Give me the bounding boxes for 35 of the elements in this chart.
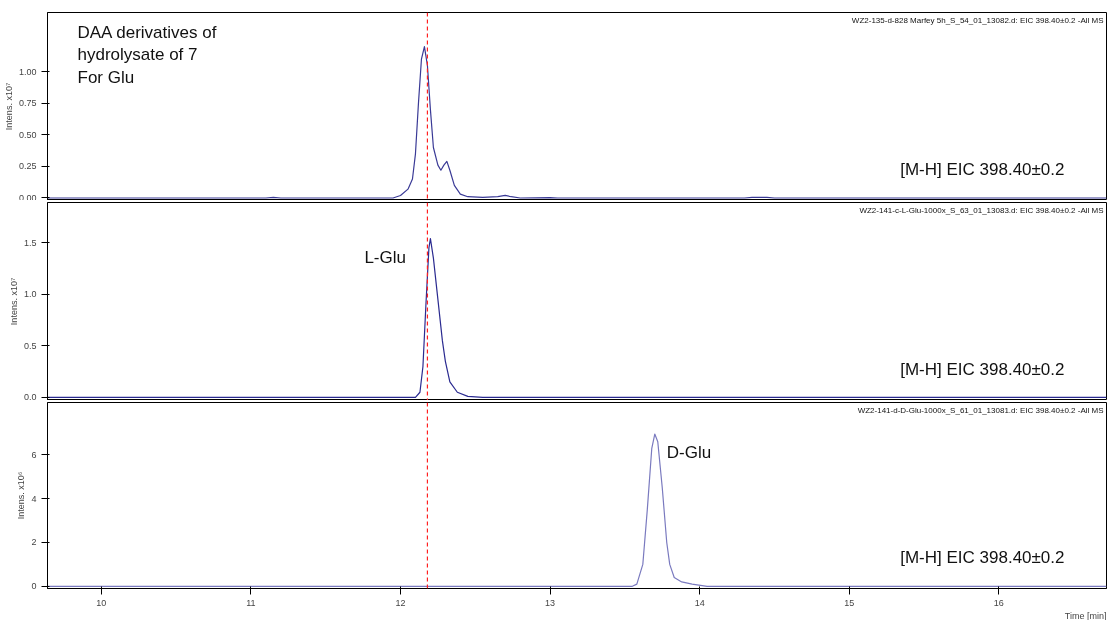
x-tick-label: 13 <box>545 597 556 608</box>
x-tick-label: 16 <box>993 597 1004 608</box>
y-tick-label: 0.5 <box>23 340 37 351</box>
y-tick-label: 0.25 <box>18 161 37 172</box>
annotation: WZ2-141-d-D-Glu-1000x_S_61_01_13081.d: EIC 398.40±0.2 -All MS <box>857 405 1104 415</box>
y-axis-title: Intens. x10⁷ <box>3 82 14 131</box>
x-tick-label: 15 <box>844 597 855 608</box>
x-axis-title: Time [min] <box>1064 610 1107 621</box>
y-tick-label: 0.0 <box>23 392 37 403</box>
annotation: L-Glu <box>364 247 406 267</box>
annotation: [M-H] EIC 398.40±0.2 <box>900 547 1065 567</box>
y-tick-label: 2 <box>31 537 37 548</box>
annotation: [M-H] EIC 398.40±0.2 <box>900 359 1065 379</box>
y-tick-label: 6 <box>31 449 37 460</box>
y-tick-label: 1.5 <box>23 237 37 248</box>
y-tick-label: 0.00 <box>18 192 37 203</box>
annotation: D-Glu <box>666 443 712 463</box>
y-tick-label: 0 <box>31 581 37 592</box>
line-series <box>47 45 1107 199</box>
y-axis-title: Intens. x10⁶ <box>16 471 27 520</box>
y-axis-title: Intens. x10⁷ <box>8 277 19 326</box>
y-tick-label: 1.0 <box>23 289 37 300</box>
x-tick-label: 10 <box>96 597 107 608</box>
x-tick-label: 12 <box>395 597 406 608</box>
annotation: DAA derivatives of hydrolysate of 7 For Glu <box>77 22 217 88</box>
annotation: WZ2-135-d-828 Marfey 5h_S_54_01_13082.d: EIC 398.40±0.2 -All MS <box>851 15 1104 25</box>
line-series <box>47 237 1107 399</box>
y-tick-label: 0.75 <box>18 98 37 109</box>
y-tick-label: 4 <box>31 493 37 504</box>
y-tick-label: 1.00 <box>18 66 37 77</box>
annotation: WZ2-141-c-L-Glu-1000x_S_63_01_13083.d: EIC 398.40±0.2 -All MS <box>859 205 1104 215</box>
annotation: [M-H] EIC 398.40±0.2 <box>900 159 1065 179</box>
x-tick-label: 14 <box>694 597 705 608</box>
y-tick-label: 0.50 <box>18 129 37 140</box>
x-tick-label: 11 <box>246 597 256 608</box>
